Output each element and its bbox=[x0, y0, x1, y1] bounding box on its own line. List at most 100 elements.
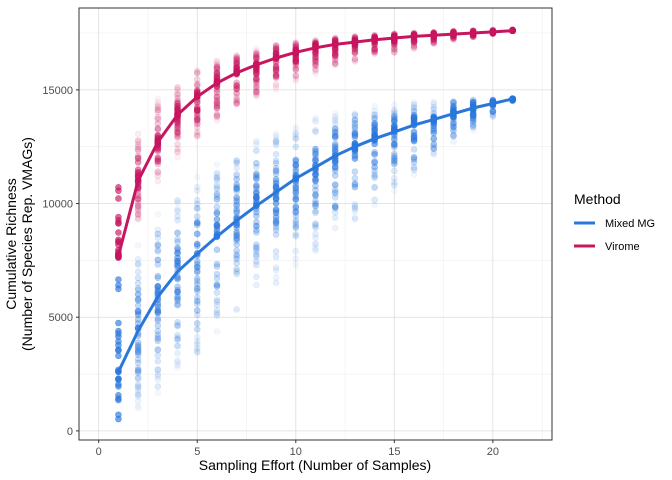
data-point bbox=[193, 132, 201, 140]
data-point bbox=[253, 55, 260, 62]
data-point bbox=[469, 111, 477, 118]
data-point bbox=[253, 253, 260, 260]
data-point bbox=[312, 58, 319, 66]
data-point bbox=[391, 152, 398, 160]
data-point bbox=[450, 105, 457, 113]
data-point bbox=[450, 123, 457, 130]
data-point bbox=[253, 76, 260, 84]
data-point bbox=[154, 158, 162, 166]
data-point bbox=[351, 130, 359, 137]
data-point bbox=[272, 48, 280, 56]
data-point bbox=[410, 132, 418, 140]
data-point bbox=[154, 160, 162, 168]
data-point bbox=[115, 229, 122, 236]
data-point bbox=[292, 232, 300, 240]
data-point bbox=[312, 38, 319, 46]
data-point bbox=[410, 159, 418, 166]
data-point bbox=[292, 157, 300, 164]
data-point bbox=[391, 118, 398, 125]
data-point bbox=[272, 159, 280, 167]
data-point bbox=[115, 330, 122, 337]
data-point bbox=[154, 172, 162, 180]
data-point bbox=[469, 122, 477, 129]
legend-label-virome: Virome bbox=[605, 241, 640, 253]
data-point bbox=[391, 117, 398, 124]
data-point bbox=[253, 170, 260, 178]
data-point bbox=[292, 72, 300, 80]
data-point bbox=[312, 148, 319, 156]
data-point bbox=[233, 306, 240, 314]
data-point bbox=[331, 190, 339, 197]
data-point bbox=[233, 52, 240, 59]
data-point bbox=[331, 109, 339, 117]
data-point bbox=[351, 48, 359, 56]
data-point bbox=[193, 120, 201, 128]
data-point bbox=[174, 294, 181, 301]
data-point bbox=[371, 107, 378, 115]
data-point bbox=[351, 34, 359, 41]
data-point bbox=[371, 45, 378, 53]
data-point bbox=[154, 168, 162, 175]
panel-border bbox=[78, 7, 553, 441]
data-point bbox=[193, 109, 201, 117]
data-point bbox=[272, 83, 280, 90]
data-point bbox=[371, 172, 378, 180]
data-point bbox=[233, 164, 240, 172]
data-point bbox=[292, 71, 300, 79]
data-point bbox=[213, 112, 221, 119]
data-point bbox=[253, 75, 260, 82]
data-point bbox=[193, 345, 201, 352]
data-point bbox=[272, 139, 280, 146]
data-point bbox=[134, 215, 142, 223]
data-point bbox=[193, 120, 201, 127]
data-point bbox=[134, 375, 142, 383]
data-point bbox=[331, 131, 339, 138]
data-point bbox=[154, 301, 162, 309]
data-point bbox=[312, 209, 319, 217]
y-tick-label: 15000 bbox=[42, 85, 73, 97]
data-point bbox=[351, 168, 359, 176]
data-point bbox=[331, 167, 339, 175]
data-point bbox=[272, 72, 280, 80]
data-point bbox=[450, 133, 457, 140]
data-point bbox=[351, 111, 359, 119]
data-point bbox=[174, 126, 181, 133]
data-point bbox=[213, 69, 221, 77]
data-point bbox=[154, 334, 162, 341]
axes: 0 5 10 15 20 0 5000 10000 15000 bbox=[42, 7, 553, 458]
data-point bbox=[430, 110, 438, 117]
data-point bbox=[450, 124, 457, 131]
data-point bbox=[331, 134, 339, 142]
data-point bbox=[253, 78, 260, 86]
data-point bbox=[331, 35, 339, 43]
data-point bbox=[489, 107, 497, 115]
data-point bbox=[213, 177, 221, 184]
data-point bbox=[312, 127, 319, 134]
y-tick-label: 10000 bbox=[42, 199, 73, 211]
data-point bbox=[213, 221, 221, 228]
data-point bbox=[233, 255, 240, 263]
data-point bbox=[312, 67, 319, 75]
data-point bbox=[154, 154, 162, 161]
data-point bbox=[233, 100, 240, 107]
data-point bbox=[292, 72, 300, 80]
data-point bbox=[450, 98, 457, 106]
data-point bbox=[134, 147, 142, 154]
data-point bbox=[115, 375, 122, 383]
data-point bbox=[371, 127, 378, 135]
data-point bbox=[154, 99, 162, 106]
data-point bbox=[391, 157, 398, 165]
data-point bbox=[134, 367, 142, 374]
data-point bbox=[410, 43, 418, 51]
data-point bbox=[154, 155, 162, 163]
data-point bbox=[312, 70, 319, 78]
data-point bbox=[115, 219, 122, 227]
data-point bbox=[134, 199, 142, 207]
data-point bbox=[134, 364, 142, 372]
plot-area bbox=[79, 8, 552, 440]
data-point bbox=[410, 112, 418, 119]
x-tick-label: 10 bbox=[290, 446, 302, 458]
data-point bbox=[430, 40, 438, 48]
data-point bbox=[154, 383, 162, 390]
data-point bbox=[272, 157, 280, 165]
